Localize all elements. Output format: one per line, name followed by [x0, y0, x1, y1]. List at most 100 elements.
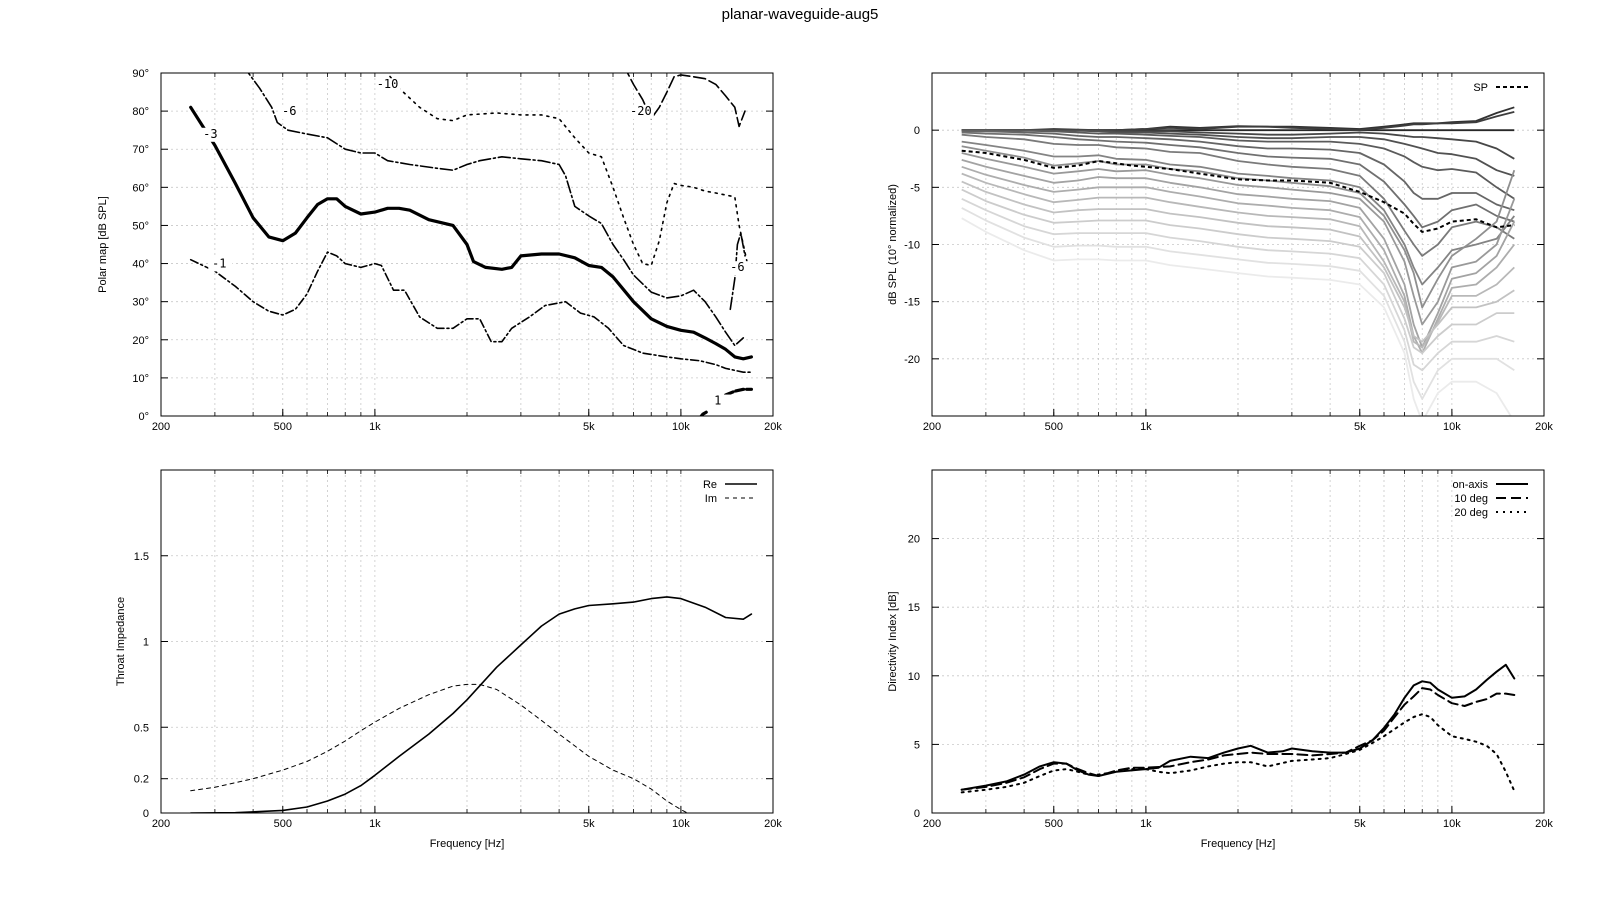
x-tick-label: 500 — [1045, 818, 1063, 830]
series-line — [960, 713, 1516, 794]
angle-response-line — [961, 129, 1515, 177]
contour-label-bg — [376, 78, 401, 93]
polar-chart: 200 500 1k 5k 10k 20k 0° 10° 20° 30° 40° 50° 60° 70° 8… — [97, 68, 782, 433]
x-tick-label: 5k — [1354, 421, 1366, 433]
legend-entry: on-axis — [1453, 479, 1528, 491]
legend-entry: Im — [705, 493, 757, 505]
y-tick-label: -15 — [904, 297, 920, 309]
series-line — [699, 410, 708, 416]
y-tick-label: -10 — [904, 240, 920, 252]
page-title: planar-waveguide-aug5 — [721, 6, 879, 23]
plot-border — [160, 72, 774, 417]
series-line — [189, 596, 753, 813]
y-tick-label: 15 — [908, 602, 920, 614]
series-line — [626, 73, 746, 128]
contour-label: -6 — [282, 104, 296, 118]
contour-label: 1 — [714, 394, 721, 408]
contour-label-bg — [728, 261, 749, 276]
angle-response-line — [961, 217, 1512, 416]
plot-area — [189, 73, 753, 416]
contour-label-bg — [199, 127, 224, 142]
series-line — [724, 387, 753, 397]
plot-area — [189, 596, 753, 813]
legend-label: Im — [705, 493, 717, 505]
x-tick-label: 20k — [764, 421, 782, 433]
y-tick-label: -20 — [904, 354, 920, 366]
x-tick-label: 200 — [923, 818, 941, 830]
x-axis-label: Frequency [Hz] — [430, 838, 505, 850]
angle-response-line — [961, 188, 1515, 354]
y-tick-label: 20° — [132, 335, 149, 347]
series-line — [960, 687, 1516, 791]
angle-response-line — [961, 129, 1515, 200]
plot-area — [961, 106, 1516, 416]
x-tick-label: 10k — [672, 818, 690, 830]
x-tick-label: 500 — [274, 818, 292, 830]
legend-label: on-axis — [1453, 479, 1489, 491]
legend-entry: SP — [1473, 82, 1528, 94]
contour-label: -20 — [630, 104, 652, 118]
contour-label-bg — [208, 257, 233, 272]
y-tick-label: 0 — [143, 808, 149, 820]
angle-response-line — [961, 172, 1515, 349]
x-tick-label: 5k — [583, 818, 595, 830]
y-tick-label: 0 — [914, 808, 920, 820]
x-tick-label: 200 — [152, 421, 170, 433]
legend-entry: 10 deg — [1454, 493, 1528, 505]
angle-response-line — [961, 159, 1516, 349]
series-line — [960, 663, 1516, 791]
legend-label: 10 deg — [1454, 493, 1488, 505]
series-line — [189, 251, 753, 373]
angle-response-line — [961, 133, 1515, 257]
y-tick-label: 10° — [132, 373, 149, 385]
x-tick-label: 500 — [274, 421, 292, 433]
angle-response-line — [961, 152, 1516, 326]
y-tick-label: 1.5 — [134, 551, 149, 563]
y-tick-label: 0 — [914, 125, 920, 137]
x-tick-label: 10k — [1443, 818, 1461, 830]
y-tick-label: 90° — [132, 68, 149, 80]
contour-label: -10 — [377, 77, 399, 91]
angle-response-line — [961, 130, 1515, 212]
x-tick-label: 1k — [369, 818, 381, 830]
y-axis-label: Throat Impedance — [115, 597, 127, 686]
y-tick-label: 0.5 — [134, 722, 149, 734]
angle-response-line — [961, 131, 1515, 229]
contour-label-bg — [706, 394, 731, 409]
legend-label: SP — [1473, 82, 1488, 94]
x-tick-label: 1k — [1140, 421, 1152, 433]
x-tick-label: 20k — [764, 818, 782, 830]
y-tick-label: 1 — [143, 637, 149, 649]
y-axis-label: Directivity Index [dB] — [887, 591, 899, 691]
x-tick-label: 1k — [369, 421, 381, 433]
x-tick-label: 5k — [583, 421, 595, 433]
angle-response-line — [961, 165, 1516, 354]
legend-label: Re — [703, 479, 717, 491]
x-tick-label: 10k — [1443, 421, 1461, 433]
plot-area — [960, 663, 1516, 794]
contour-label-bg — [278, 104, 303, 119]
series-line — [386, 73, 749, 267]
x-tick-label: 200 — [923, 421, 941, 433]
plot-border — [160, 469, 774, 814]
y-tick-label: 30° — [132, 297, 149, 309]
y-axis-label: dB SPL (10° normalized) — [887, 184, 899, 305]
contour-label: -6 — [730, 260, 744, 274]
legend-label: 20 deg — [1454, 507, 1488, 519]
sp-line — [961, 149, 1515, 233]
impedance-chart: 200 500 1k 5k 10k 20k 0 0.2 0.5 1 1.5 Throat Impeda… — [115, 469, 782, 850]
angle-response-line — [961, 180, 1515, 343]
plot-border — [931, 72, 1545, 417]
y-tick-label: 50° — [132, 220, 149, 232]
y-tick-label: 20 — [908, 534, 920, 546]
legend-entry: Re — [703, 479, 757, 491]
y-tick-label: 0° — [138, 411, 149, 423]
spl-chart: 200 500 1k 5k 10k 20k 0 -5 -10 -15 -20 dB SPL (10° … — [887, 72, 1553, 433]
contour-label-bg — [629, 104, 654, 119]
y-tick-label: 10 — [908, 671, 920, 683]
x-tick-label: 200 — [152, 818, 170, 830]
y-tick-label: 70° — [132, 144, 149, 156]
x-tick-label: 5k — [1354, 818, 1366, 830]
x-tick-label: 500 — [1045, 421, 1063, 433]
